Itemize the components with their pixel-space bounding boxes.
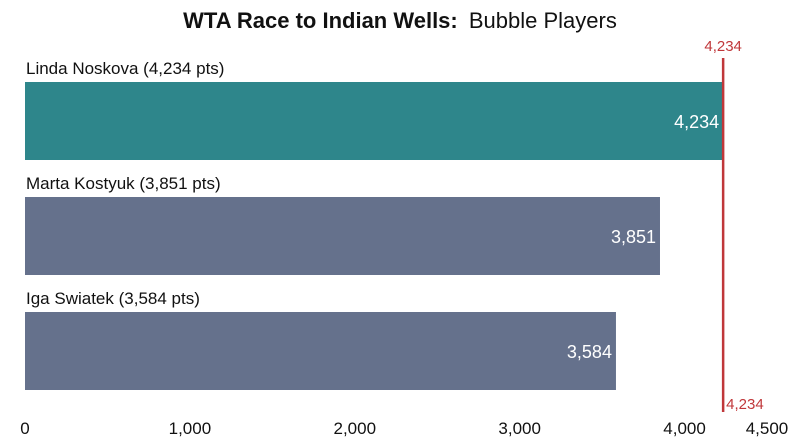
bar (25, 312, 616, 390)
x-tick-label: 4,500 (746, 419, 789, 438)
chart-title-rest: Bubble Players (469, 8, 617, 33)
bars-layer: Linda Noskova (4,234 pts) 4,234 Marta Kost… (25, 59, 724, 390)
x-tick-label: 4,000 (663, 419, 706, 438)
bar-value-label: 4,234 (674, 112, 719, 132)
bar-category-label: Marta Kostyuk (3,851 pts) (26, 174, 221, 193)
bar-value-label: 3,851 (611, 227, 656, 247)
x-tick-label: 2,000 (334, 419, 377, 438)
x-tick-label: 0 (20, 419, 29, 438)
reference-line-label-bottom: 4,234 (726, 396, 764, 413)
bar-category-label: Linda Noskova (4,234 pts) (26, 59, 224, 78)
chart-title: WTA Race to Indian Wells: Bubble Players (183, 8, 617, 33)
x-tick-label: 3,000 (498, 419, 541, 438)
x-tick-label: 1,000 (169, 419, 212, 438)
chart-title-bold: WTA Race to Indian Wells: (183, 8, 458, 33)
bar-value-label: 3,584 (567, 342, 612, 362)
reference-line-label-top: 4,234 (704, 38, 742, 55)
x-axis: 0 1,000 2,000 3,000 4,000 4,500 (20, 419, 788, 438)
reference-line-layer: 4,234 4,234 (704, 38, 763, 413)
bar (25, 197, 660, 275)
bar-category-label: Iga Swiatek (3,584 pts) (26, 289, 200, 308)
bar (25, 82, 724, 160)
